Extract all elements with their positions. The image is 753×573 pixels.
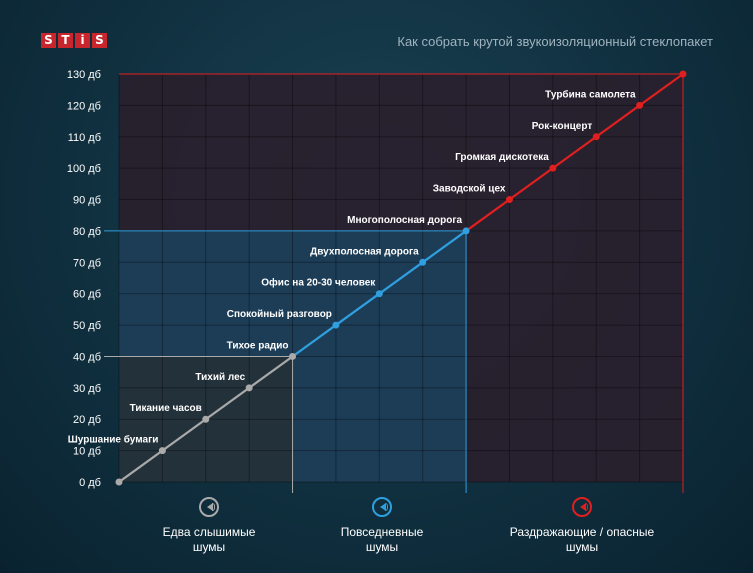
data-point xyxy=(505,196,513,204)
zone-everyday: Повседневные шумы xyxy=(292,497,472,555)
series-line-segment xyxy=(552,135,597,170)
zone-loud: Раздражающие / опасные шумы xyxy=(492,497,672,555)
data-point xyxy=(679,70,687,78)
data-point xyxy=(158,447,166,455)
zone-quiet-label-line2: шумы xyxy=(192,540,226,554)
data-point-label: Офис на 20-30 человек xyxy=(261,277,376,289)
page-title: Как собрать крутой звукоизоляционный сте… xyxy=(397,34,713,49)
series-line-segment xyxy=(291,324,337,358)
y-tick-label: 10 дб xyxy=(73,446,101,458)
speaker-icon xyxy=(372,497,392,517)
y-tick-label: 30 дб xyxy=(73,383,101,395)
data-point xyxy=(202,415,210,423)
zone-loud-label-line1: Раздражающие / опасные xyxy=(509,525,655,539)
series-line-segment xyxy=(422,230,467,264)
zone-quiet-label-line1: Едва слышимые xyxy=(162,525,256,539)
series-line-segment xyxy=(595,104,641,138)
data-point xyxy=(462,227,470,235)
zone-quiet: Едва слышимые шумы xyxy=(119,497,299,555)
data-point xyxy=(289,352,297,360)
data-point xyxy=(549,164,557,172)
data-point-label: Многополосная дорога xyxy=(347,215,462,226)
data-point-label: Шуршание бумаги xyxy=(68,434,159,446)
y-tick-label: 20 дб xyxy=(73,414,101,426)
series-line-segment xyxy=(161,418,207,452)
series-line-segment xyxy=(248,355,294,389)
logo-letter: S xyxy=(41,33,56,48)
y-tick-label: 100 дб xyxy=(67,163,101,175)
y-tick-label: 110 дб xyxy=(68,132,101,144)
series-line-segment xyxy=(465,198,511,232)
data-point xyxy=(636,101,644,109)
series-line-segment xyxy=(638,73,684,107)
data-point-label: Турбина самолета xyxy=(545,88,636,100)
y-tick-label: 130 дб xyxy=(67,69,101,81)
data-point xyxy=(332,321,340,329)
series-line-segment xyxy=(378,261,424,295)
logo-letter: i xyxy=(75,33,90,48)
data-point-label: Заводской цех xyxy=(433,184,506,195)
data-point-label: Тихий лес xyxy=(195,372,245,383)
y-tick-label: 80 дб xyxy=(73,226,101,238)
logo-letter: T xyxy=(58,33,73,48)
data-point-label: Спокойный разговор xyxy=(227,309,332,320)
y-tick-label: 40 дб xyxy=(73,351,101,363)
speaker-icon xyxy=(199,497,219,517)
data-point-label: Двухполосная дорога xyxy=(310,246,419,257)
y-tick-label: 120 дб xyxy=(67,100,101,112)
zone-loud-label-line2: шумы xyxy=(565,540,599,554)
data-point xyxy=(245,384,253,392)
stis-logo: S T i S xyxy=(41,33,107,48)
y-tick-label: 70 дб xyxy=(73,257,101,269)
y-tick-label: 60 дб xyxy=(73,289,101,301)
speaker-icon xyxy=(572,497,592,517)
y-tick-label: 0 дб xyxy=(79,477,101,489)
data-point-label: Громкая дискотека xyxy=(455,152,549,163)
series-line-segment xyxy=(335,292,380,326)
series-line-segment xyxy=(118,449,164,483)
series-line-segment xyxy=(508,167,554,201)
data-point xyxy=(592,133,600,141)
y-tick-label: 90 дб xyxy=(73,195,101,207)
zone-everyday-label-line2: шумы xyxy=(365,540,399,554)
data-point-label: Тихое радио xyxy=(227,340,289,351)
data-point xyxy=(375,290,383,298)
data-point-label: Тикание часов xyxy=(130,403,202,414)
zone-everyday-label-line1: Повседневные xyxy=(340,525,424,539)
data-point xyxy=(115,478,123,486)
data-point xyxy=(419,258,427,266)
logo-letter: S xyxy=(92,33,107,48)
series-line-segment xyxy=(205,386,250,421)
y-tick-label: 50 дб xyxy=(73,320,101,332)
data-point-label: Рок-концерт xyxy=(532,121,593,132)
